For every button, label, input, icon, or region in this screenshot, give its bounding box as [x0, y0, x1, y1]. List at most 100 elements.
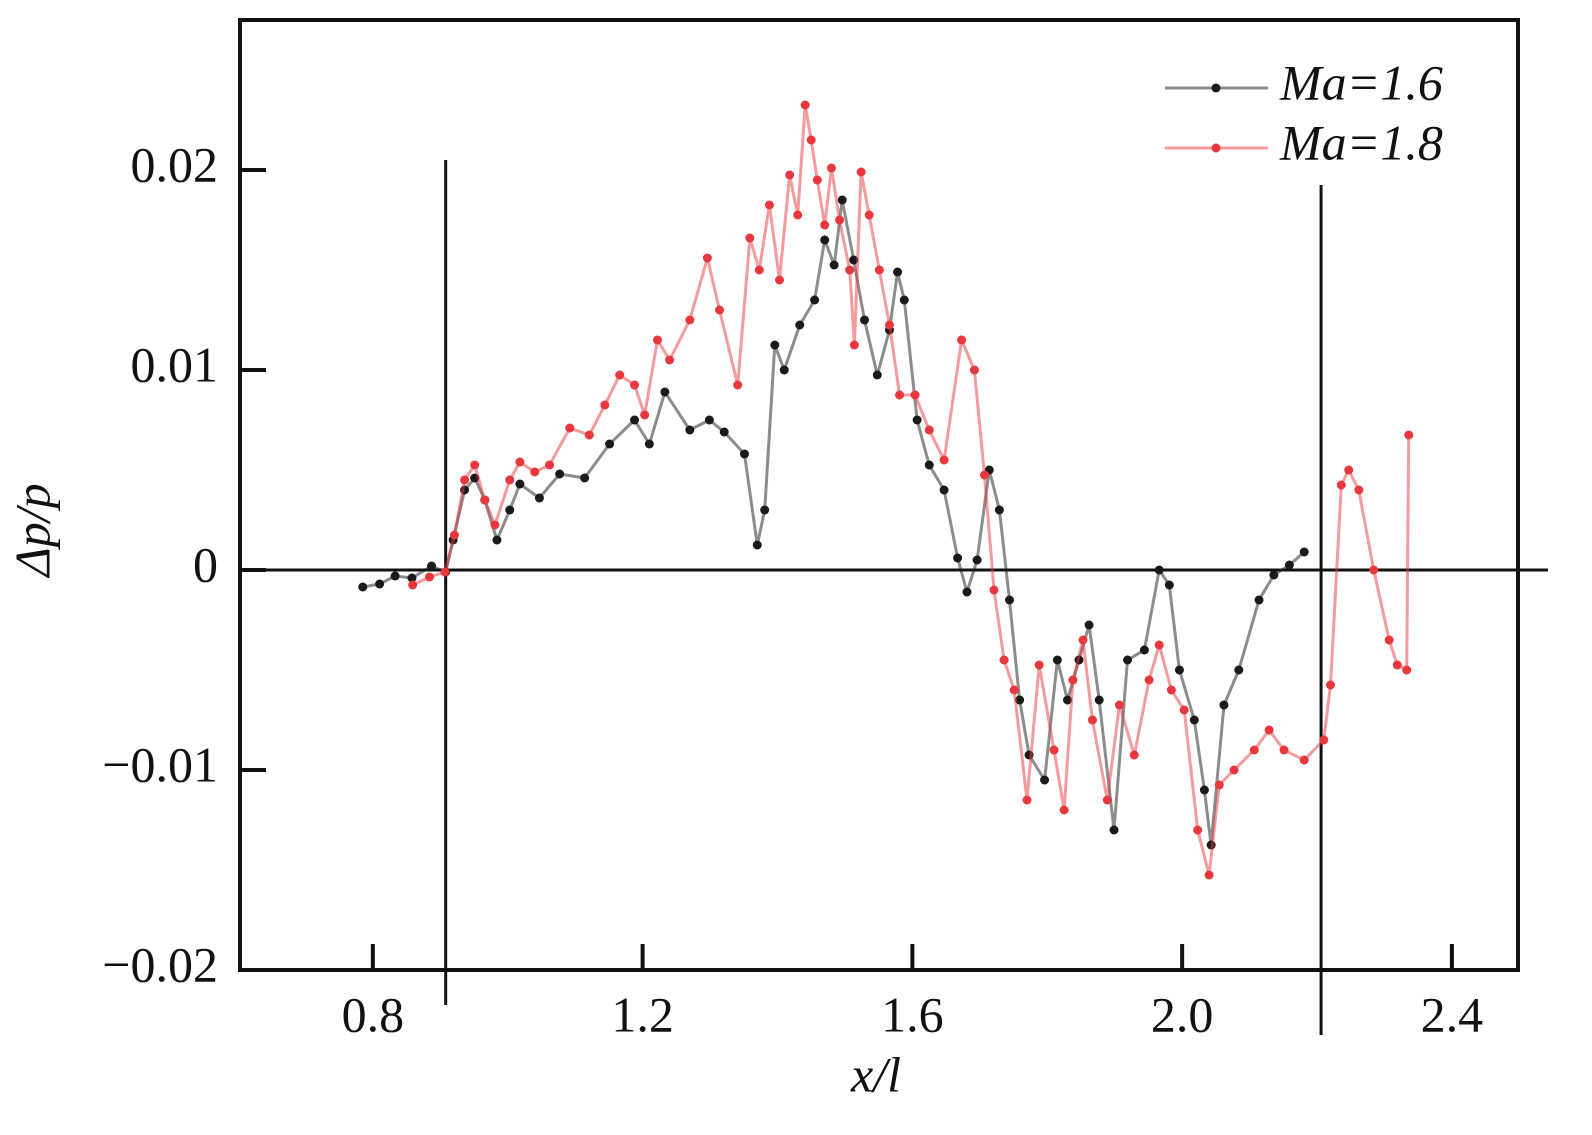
data-point	[505, 475, 515, 485]
data-point	[980, 470, 990, 480]
data-point	[1299, 755, 1309, 765]
data-point	[1102, 795, 1112, 805]
data-point	[845, 265, 855, 275]
data-point	[893, 267, 903, 277]
data-point	[810, 295, 820, 305]
data-point	[910, 390, 920, 400]
data-point	[440, 567, 450, 577]
data-point	[715, 305, 725, 315]
legend-label: Ma=1.6	[1279, 54, 1443, 110]
data-point	[480, 495, 490, 505]
data-point	[515, 479, 525, 489]
data-point	[1174, 665, 1184, 675]
data-point	[1229, 765, 1239, 775]
data-point	[912, 415, 922, 425]
data-point	[1022, 795, 1032, 805]
data-point	[1084, 620, 1094, 630]
data-point	[989, 585, 999, 595]
data-point	[515, 457, 525, 467]
data-point	[719, 427, 729, 437]
data-point	[793, 210, 803, 220]
data-point	[820, 235, 830, 245]
data-point	[1144, 675, 1154, 685]
data-point	[1384, 635, 1394, 645]
data-point	[829, 260, 839, 270]
data-point	[1326, 680, 1336, 690]
x-tick-label: 0.8	[342, 986, 405, 1042]
data-point	[939, 485, 949, 495]
data-point	[1062, 695, 1072, 705]
data-point	[953, 553, 963, 563]
data-point	[1129, 750, 1139, 760]
data-point	[702, 253, 712, 263]
x-tick-label: 2.0	[1151, 986, 1214, 1042]
data-point	[779, 365, 789, 375]
x-tick-label: 2.4	[1421, 986, 1484, 1042]
data-point	[630, 380, 640, 390]
data-point	[1392, 660, 1402, 670]
y-tick-label: −0.01	[102, 736, 218, 792]
data-point	[1015, 695, 1025, 705]
data-point	[1254, 595, 1264, 605]
y-tick-label: 0	[193, 536, 218, 592]
data-point	[1154, 565, 1164, 575]
data-point	[615, 370, 625, 380]
y-tick-label: 0.01	[131, 336, 219, 392]
data-point	[856, 167, 866, 177]
data-point	[358, 582, 368, 592]
data-point	[1369, 565, 1379, 575]
data-point	[390, 571, 400, 581]
data-point	[1164, 580, 1174, 590]
data-point	[1402, 665, 1412, 675]
data-point	[1199, 785, 1209, 795]
data-point	[999, 655, 1009, 665]
data-point	[1269, 570, 1279, 580]
data-point	[660, 387, 670, 397]
data-point	[1279, 745, 1289, 755]
data-point	[1193, 825, 1203, 835]
series-line	[411, 104, 1411, 876]
legend-marker	[1211, 143, 1221, 153]
data-point	[1052, 655, 1062, 665]
data-point	[1068, 675, 1078, 685]
data-point	[1123, 655, 1133, 665]
data-point	[665, 355, 675, 365]
data-point	[957, 335, 967, 345]
data-point	[408, 580, 418, 590]
data-point	[806, 135, 816, 145]
data-point	[849, 255, 859, 265]
data-point	[837, 195, 847, 205]
data-point	[835, 215, 845, 225]
data-point	[924, 460, 934, 470]
data-point	[800, 100, 810, 110]
data-point	[1336, 480, 1346, 490]
data-point	[752, 540, 762, 550]
data-point	[449, 530, 459, 540]
y-tick-label: 0.02	[131, 136, 219, 192]
data-point	[555, 469, 565, 479]
data-point	[584, 430, 594, 440]
data-point	[685, 315, 695, 325]
data-point	[1344, 465, 1354, 475]
data-point	[760, 505, 770, 515]
data-point	[580, 473, 590, 483]
data-point	[1034, 660, 1044, 670]
data-point	[899, 295, 909, 305]
data-point	[972, 555, 982, 565]
data-point	[924, 425, 934, 435]
data-point	[545, 460, 555, 470]
data-point	[1179, 705, 1189, 715]
y-axis-label: Δp/p	[4, 483, 60, 578]
data-point	[1214, 780, 1224, 790]
data-point	[739, 449, 749, 459]
data-point	[644, 439, 654, 449]
data-point	[1040, 775, 1050, 785]
data-point	[1319, 735, 1329, 745]
data-point	[534, 493, 544, 503]
data-point	[605, 439, 615, 449]
legend-marker	[1211, 83, 1221, 93]
data-point	[685, 425, 695, 435]
data-point	[427, 561, 437, 571]
data-point	[770, 340, 780, 350]
